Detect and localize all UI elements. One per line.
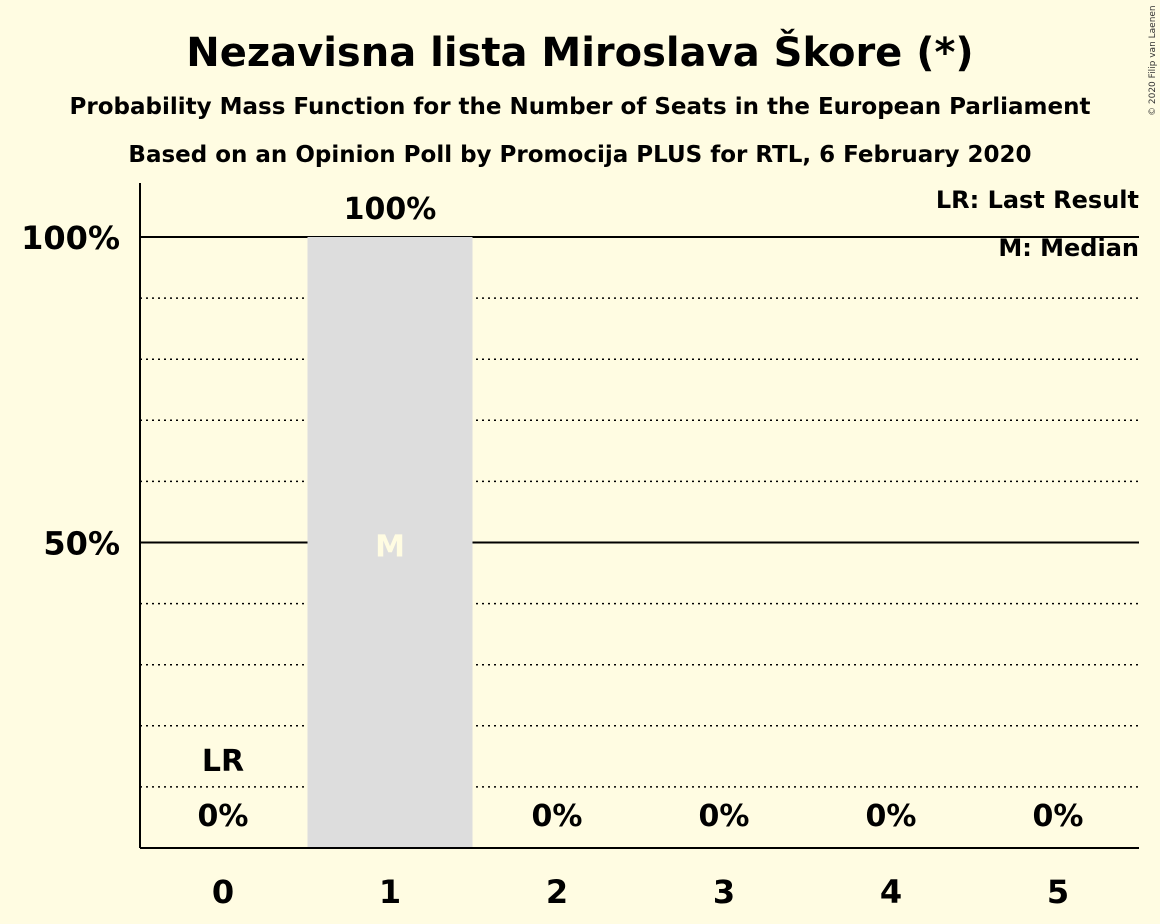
legend-last-result: LR: Last Result bbox=[936, 186, 1139, 214]
axes bbox=[139, 183, 1139, 849]
legend-median: M: Median bbox=[998, 234, 1139, 262]
gridlines bbox=[140, 236, 1139, 788]
chart-title: Nezavisna lista Miroslava Škore (*) bbox=[186, 28, 973, 76]
markers: M LR bbox=[202, 530, 405, 780]
data-label: 100% bbox=[344, 192, 437, 227]
y-tick-label: 50% bbox=[43, 525, 120, 563]
data-label: 0% bbox=[866, 799, 917, 834]
x-tick-label: 1 bbox=[379, 873, 401, 911]
data-labels: 0% 100% 0% 0% 0% 0% bbox=[198, 192, 1084, 834]
data-label: 0% bbox=[198, 799, 249, 834]
data-label: 0% bbox=[699, 799, 750, 834]
median-marker: M bbox=[375, 530, 405, 565]
bar-seats-1 bbox=[307, 237, 473, 848]
data-label: 0% bbox=[532, 799, 583, 834]
x-tick-label: 5 bbox=[1047, 873, 1069, 911]
x-tick-label: 2 bbox=[546, 873, 568, 911]
x-tick-label: 4 bbox=[880, 873, 902, 911]
bars bbox=[307, 237, 473, 848]
x-tick-label: 3 bbox=[713, 873, 735, 911]
y-tick-label: 100% bbox=[21, 219, 120, 257]
chart-subtitle-source: Based on an Opinion Poll by Promocija PL… bbox=[128, 142, 1031, 168]
chart-subtitle: Probability Mass Function for the Number… bbox=[70, 94, 1091, 120]
data-label: 0% bbox=[1033, 799, 1084, 834]
ticks: 50% 100% 0 1 2 3 4 5 bbox=[21, 219, 1069, 911]
copyright: © 2020 Filip van Laenen bbox=[1148, 5, 1158, 116]
last-result-marker: LR bbox=[202, 744, 244, 779]
x-tick-label: 0 bbox=[212, 873, 234, 911]
